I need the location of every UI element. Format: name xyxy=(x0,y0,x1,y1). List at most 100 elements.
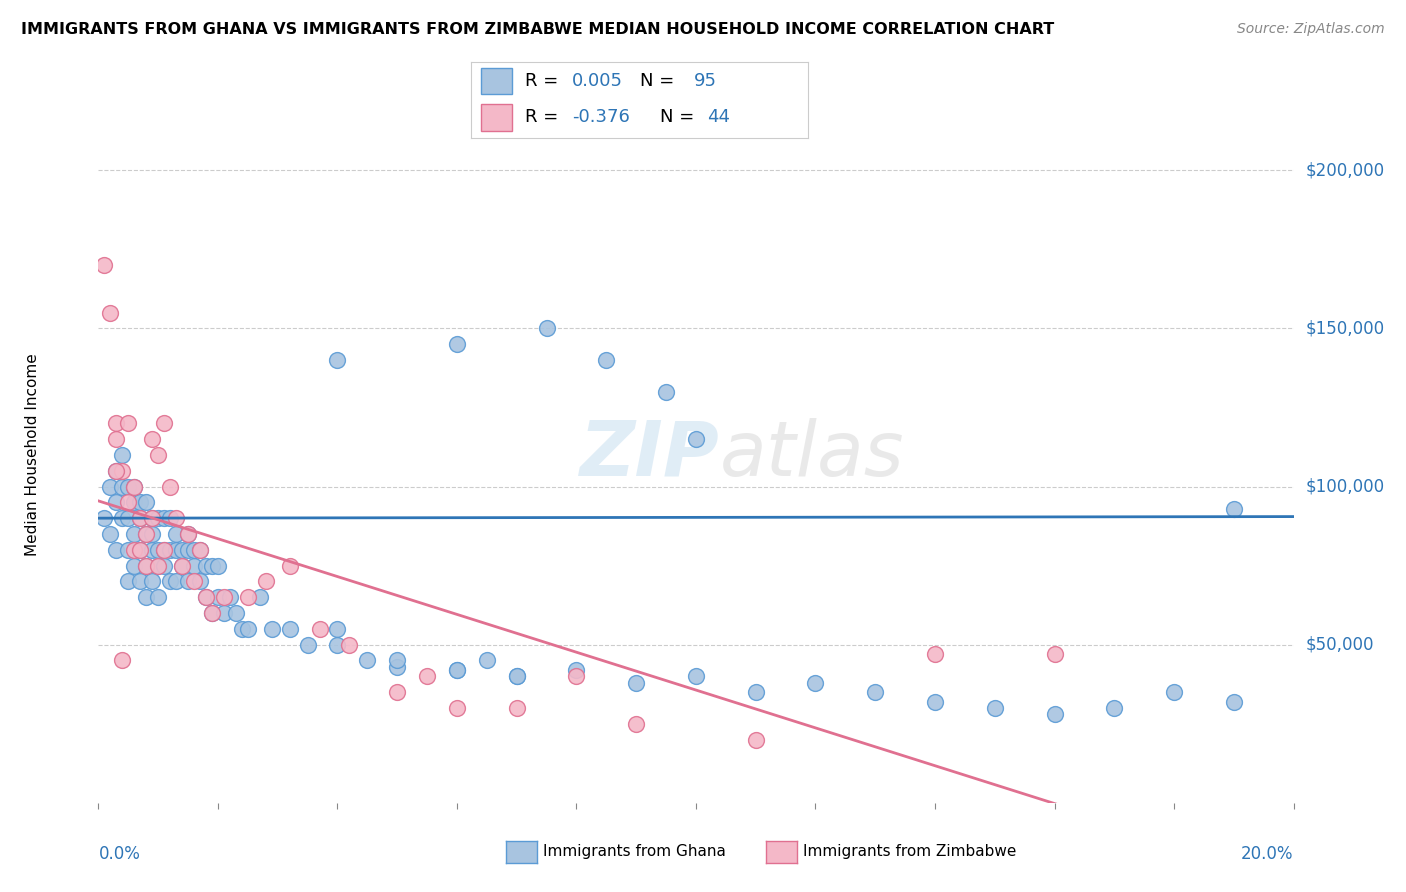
Point xyxy=(249,591,271,605)
Point xyxy=(141,574,163,589)
Point xyxy=(201,606,224,620)
Point xyxy=(297,638,319,652)
Point xyxy=(135,558,157,573)
Point xyxy=(236,622,259,636)
Point xyxy=(124,495,146,509)
Point xyxy=(159,511,181,525)
Point xyxy=(685,669,707,683)
Point xyxy=(129,542,152,557)
Text: $200,000: $200,000 xyxy=(1305,161,1385,179)
Point xyxy=(565,669,588,683)
Point xyxy=(148,558,170,573)
Point xyxy=(124,479,146,493)
Point xyxy=(194,558,218,573)
Point xyxy=(183,542,205,557)
Point xyxy=(188,574,211,589)
Point xyxy=(105,495,128,509)
Point xyxy=(624,716,647,731)
Point xyxy=(1223,695,1246,709)
Point xyxy=(201,606,224,620)
Text: R =: R = xyxy=(524,109,564,127)
Point xyxy=(141,527,163,541)
Text: N =: N = xyxy=(640,72,679,90)
Point xyxy=(339,638,360,652)
Point xyxy=(194,591,218,605)
Point xyxy=(165,542,187,557)
Point xyxy=(1043,707,1066,722)
Bar xyxy=(481,68,512,95)
Text: 20.0%: 20.0% xyxy=(1241,845,1294,863)
Point xyxy=(172,558,194,573)
Point xyxy=(254,574,277,589)
Point xyxy=(135,558,157,573)
Point xyxy=(983,701,1005,715)
Bar xyxy=(481,104,512,130)
Point xyxy=(165,574,187,589)
Point xyxy=(326,638,349,652)
Point xyxy=(416,669,439,683)
Point xyxy=(212,606,235,620)
Point xyxy=(177,527,200,541)
Point xyxy=(105,417,128,431)
Point xyxy=(506,669,529,683)
Point xyxy=(129,511,152,525)
Point xyxy=(98,527,122,541)
Point xyxy=(105,464,128,478)
Text: IMMIGRANTS FROM GHANA VS IMMIGRANTS FROM ZIMBABWE MEDIAN HOUSEHOLD INCOME CORREL: IMMIGRANTS FROM GHANA VS IMMIGRANTS FROM… xyxy=(21,22,1054,37)
Text: 95: 95 xyxy=(693,72,717,90)
Point xyxy=(177,542,200,557)
Point xyxy=(1043,647,1066,661)
Text: atlas: atlas xyxy=(720,418,904,491)
Point xyxy=(207,558,229,573)
Point xyxy=(105,464,128,478)
Point xyxy=(148,558,170,573)
Point xyxy=(135,527,157,541)
Point xyxy=(124,527,146,541)
Point xyxy=(153,558,176,573)
Text: -0.376: -0.376 xyxy=(572,109,630,127)
Point xyxy=(141,542,163,557)
Point xyxy=(148,591,170,605)
Point xyxy=(153,542,176,557)
Point xyxy=(385,653,409,667)
Point xyxy=(326,622,349,636)
Point xyxy=(129,495,152,509)
Point xyxy=(153,417,176,431)
Point xyxy=(219,591,242,605)
Point xyxy=(129,542,152,557)
Point xyxy=(225,606,247,620)
Point xyxy=(148,542,170,557)
Text: $50,000: $50,000 xyxy=(1305,636,1374,654)
Text: Immigrants from Zimbabwe: Immigrants from Zimbabwe xyxy=(803,845,1017,859)
Point xyxy=(745,732,768,747)
Point xyxy=(159,574,181,589)
Point xyxy=(148,511,170,525)
Point xyxy=(924,647,946,661)
Point xyxy=(278,622,301,636)
Point xyxy=(177,527,200,541)
Text: Immigrants from Ghana: Immigrants from Ghana xyxy=(543,845,725,859)
Point xyxy=(124,558,146,573)
Point xyxy=(135,591,157,605)
Point xyxy=(655,384,678,399)
Text: $100,000: $100,000 xyxy=(1305,477,1385,496)
Point xyxy=(595,353,617,368)
Point xyxy=(93,511,115,525)
Point xyxy=(183,558,205,573)
Point xyxy=(446,663,468,677)
Text: 0.005: 0.005 xyxy=(572,72,623,90)
Point xyxy=(207,591,229,605)
Text: 0.0%: 0.0% xyxy=(98,845,141,863)
Point xyxy=(1163,685,1185,699)
Point xyxy=(1104,701,1126,715)
Point xyxy=(117,417,139,431)
Point xyxy=(129,574,152,589)
Point xyxy=(685,432,707,446)
Point xyxy=(117,479,139,493)
Point xyxy=(475,653,498,667)
Point xyxy=(117,542,139,557)
Point xyxy=(446,663,468,677)
Point xyxy=(105,432,128,446)
Point xyxy=(183,574,205,589)
Point xyxy=(93,258,115,272)
